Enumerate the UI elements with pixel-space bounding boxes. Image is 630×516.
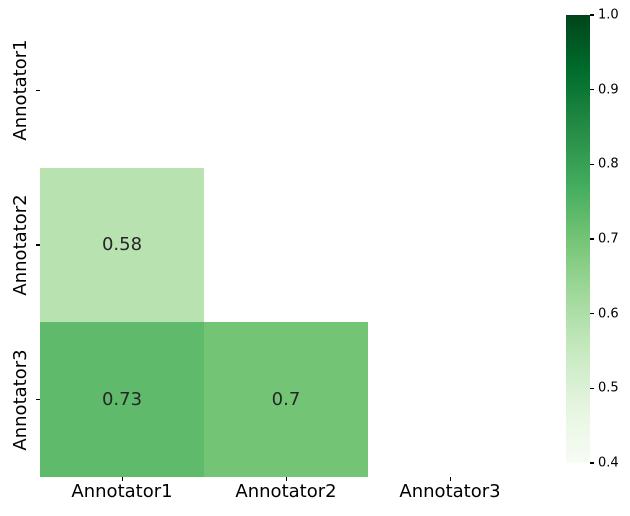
colorbar	[566, 15, 590, 463]
colorbar-tick-mark	[590, 238, 594, 240]
colorbar-tick-mark	[590, 387, 594, 390]
colorbar-tick-mark	[590, 312, 594, 315]
colorbar-tick-label: 0.8	[598, 156, 619, 172]
cell-value: 0.58	[101, 233, 143, 255]
x-tick-mark	[121, 477, 123, 481]
colorbar-tick-label: 0.7	[598, 231, 619, 247]
cell-value: 0.7	[271, 388, 301, 410]
y-tick-mark	[36, 398, 40, 401]
x-tick-label: Annotator1	[71, 481, 173, 502]
y-tick-label: Annotator2	[10, 194, 32, 296]
colorbar-tick-label: 0.6	[598, 306, 619, 322]
cell-value: 0.73	[101, 388, 143, 410]
heatmap-cell: 0.7	[204, 322, 368, 477]
colorbar-tick-mark	[590, 163, 594, 166]
x-tick-mark	[285, 477, 287, 481]
colorbar-tick-mark	[590, 462, 594, 464]
heatmap-cell: 0.58	[40, 167, 204, 323]
y-tick-label: Annotator1	[10, 39, 32, 141]
y-tick-label: Annotator3	[10, 349, 32, 451]
colorbar-tick-mark	[590, 14, 594, 16]
y-tick-mark	[36, 244, 40, 246]
colorbar-tick-label: 0.5	[598, 380, 619, 396]
colorbar-tick-label: 0.9	[598, 82, 619, 98]
heatmap-cell: 0.73	[40, 322, 204, 477]
x-tick-label: Annotator3	[399, 481, 501, 502]
colorbar-tick-label: 1.0	[598, 7, 619, 23]
x-tick-label: Annotator2	[235, 481, 337, 502]
y-tick-mark	[36, 89, 40, 92]
x-tick-mark	[449, 477, 451, 481]
colorbar-tick-label: 0.4	[598, 455, 619, 471]
colorbar-tick-mark	[590, 88, 594, 91]
